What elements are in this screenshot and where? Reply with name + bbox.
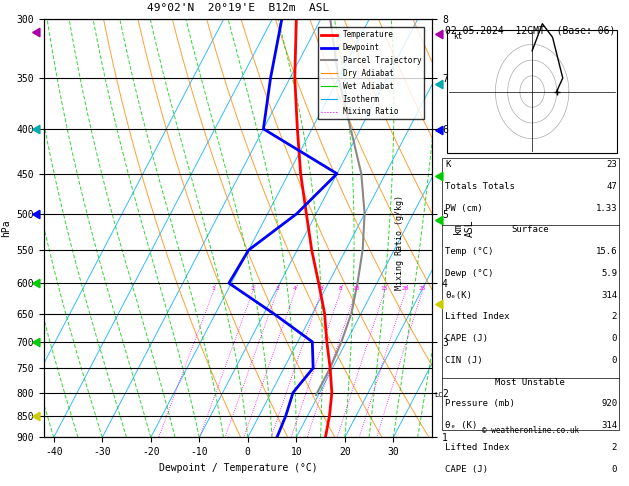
Legend: Temperature, Dewpoint, Parcel Trajectory, Dry Adiabat, Wet Adiabat, Isotherm, Mi: Temperature, Dewpoint, Parcel Trajectory…: [318, 27, 425, 120]
Y-axis label: hPa: hPa: [1, 220, 11, 237]
Text: 4: 4: [293, 286, 297, 292]
Text: LCL: LCL: [435, 392, 447, 398]
Text: 8: 8: [338, 286, 342, 292]
Text: 15.6: 15.6: [596, 247, 617, 256]
Text: θₑ (K): θₑ (K): [445, 421, 477, 430]
Title: 49°02'N  20°19'E  B12m  ASL: 49°02'N 20°19'E B12m ASL: [147, 3, 329, 13]
Text: 23: 23: [606, 160, 617, 169]
Text: θₑ(K): θₑ(K): [445, 291, 472, 300]
Text: Mixing Ratio (g/kg): Mixing Ratio (g/kg): [395, 195, 404, 291]
Text: 5.9: 5.9: [601, 269, 617, 278]
Text: 920: 920: [601, 399, 617, 408]
Text: 20: 20: [402, 286, 409, 292]
Text: Totals Totals: Totals Totals: [445, 182, 515, 191]
Text: 3: 3: [276, 286, 279, 292]
X-axis label: Dewpoint / Temperature (°C): Dewpoint / Temperature (°C): [159, 463, 318, 473]
Text: 0: 0: [612, 356, 617, 365]
Text: Lifted Index: Lifted Index: [445, 312, 509, 321]
Text: PW (cm): PW (cm): [445, 204, 483, 213]
Text: CAPE (J): CAPE (J): [445, 334, 488, 343]
Text: CAPE (J): CAPE (J): [445, 465, 488, 473]
Text: Temp (°C): Temp (°C): [445, 247, 494, 256]
Text: 0: 0: [612, 465, 617, 473]
Text: 15: 15: [381, 286, 388, 292]
Text: 1: 1: [211, 286, 215, 292]
Text: 314: 314: [601, 291, 617, 300]
Text: 1.33: 1.33: [596, 204, 617, 213]
Text: 314: 314: [601, 421, 617, 430]
Text: 2: 2: [612, 312, 617, 321]
Text: Dewp (°C): Dewp (°C): [445, 269, 494, 278]
Text: Pressure (mb): Pressure (mb): [445, 399, 515, 408]
Text: Surface: Surface: [511, 226, 549, 234]
Text: 6: 6: [320, 286, 323, 292]
Text: 2: 2: [251, 286, 255, 292]
Text: 2: 2: [612, 443, 617, 452]
Text: CIN (J): CIN (J): [445, 356, 483, 365]
Text: Lifted Index: Lifted Index: [445, 443, 509, 452]
Text: 10: 10: [352, 286, 360, 292]
Text: 0: 0: [612, 334, 617, 343]
Text: kt: kt: [453, 32, 462, 41]
Bar: [447, 30, 617, 153]
Text: © weatheronline.co.uk: © weatheronline.co.uk: [482, 426, 579, 435]
Text: Most Unstable: Most Unstable: [496, 378, 565, 387]
Text: 25: 25: [418, 286, 426, 292]
Bar: [442, 158, 619, 430]
Text: K: K: [445, 160, 450, 169]
Text: 02.05.2024  12GMT  (Base: 06): 02.05.2024 12GMT (Base: 06): [445, 26, 616, 35]
Y-axis label: km
ASL: km ASL: [454, 220, 475, 237]
Text: 47: 47: [606, 182, 617, 191]
